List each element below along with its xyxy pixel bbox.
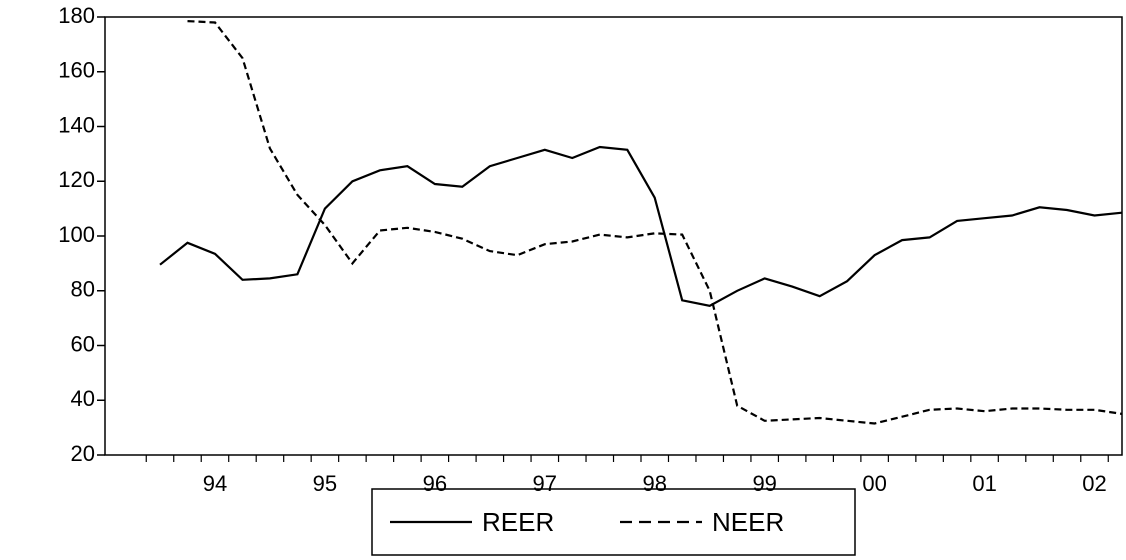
line-series (187, 20, 1123, 425)
y-tick-label: 100 (58, 222, 95, 247)
y-tick-label: 160 (58, 58, 95, 83)
x-tick-label: 97 (533, 471, 557, 496)
y-tick-label: 140 (58, 112, 95, 137)
x-tick-label: 02 (1082, 471, 1106, 496)
x-tick-label: 99 (752, 471, 776, 496)
y-tick-label: 40 (71, 386, 95, 411)
legend-label: NEER (712, 507, 784, 537)
x-tick-label: 00 (862, 471, 886, 496)
y-tick-label: 180 (58, 3, 95, 28)
y-tick-label: 120 (58, 167, 95, 192)
x-tick-label: 01 (972, 471, 996, 496)
x-tick-label: 94 (203, 471, 227, 496)
y-tick-label: 80 (71, 277, 95, 302)
y-tick-label: 60 (71, 331, 95, 356)
x-tick-label: 98 (643, 471, 667, 496)
line-series (159, 145, 1123, 307)
x-tick-label: 96 (423, 471, 447, 496)
y-tick-label: 20 (71, 441, 95, 466)
x-tick-label: 95 (313, 471, 337, 496)
plot-frame (104, 16, 1123, 456)
legend-label: REER (482, 507, 554, 537)
